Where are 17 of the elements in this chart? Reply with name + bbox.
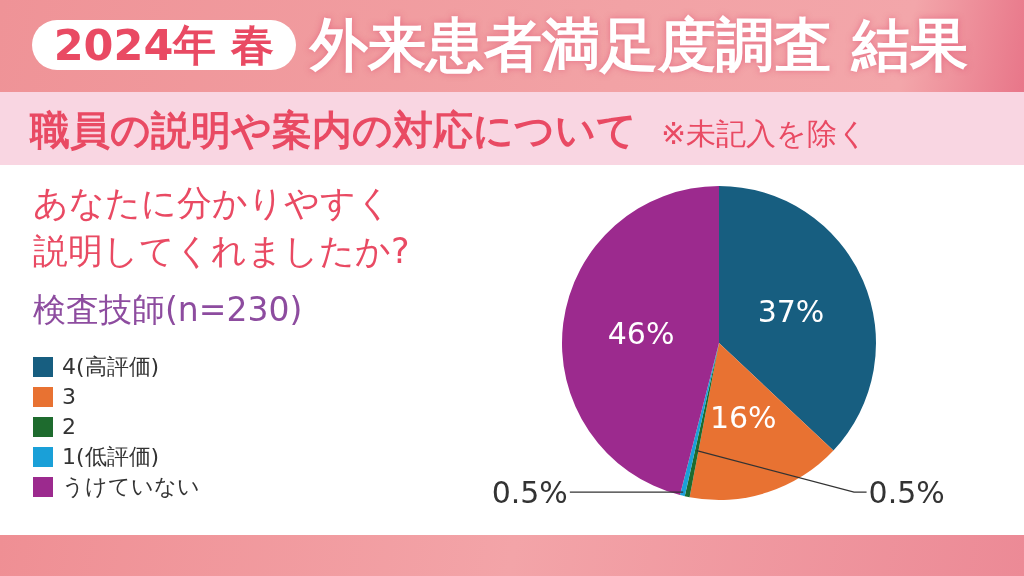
- data-label: 37%: [757, 294, 825, 330]
- text: あなたに分かりやすく説明してくれましたか?: [33, 182, 411, 273]
- legend-label: 1(低評価): [62, 443, 160, 471]
- chart-title: 外来患者満足度調査 結果: [310, 11, 969, 79]
- data-label: 16%: [709, 400, 777, 436]
- legend-label: うけていない: [62, 473, 200, 501]
- legend-label: 3: [62, 383, 76, 411]
- text: ※未記入を除く: [661, 115, 869, 153]
- legend-label: 4(高評価): [62, 353, 160, 381]
- text: 検査技師(n=230): [33, 290, 303, 330]
- data-label: 0.5%: [491, 474, 568, 510]
- data-label: 46%: [607, 315, 675, 351]
- legend-label: 2: [62, 413, 76, 441]
- pill-badge: 2024年 春: [32, 20, 296, 70]
- data-label: 0.5%: [868, 474, 945, 510]
- pie-slice: [689, 343, 834, 500]
- chart-subtitle: 職員の説明や案内の対応について: [30, 106, 637, 155]
